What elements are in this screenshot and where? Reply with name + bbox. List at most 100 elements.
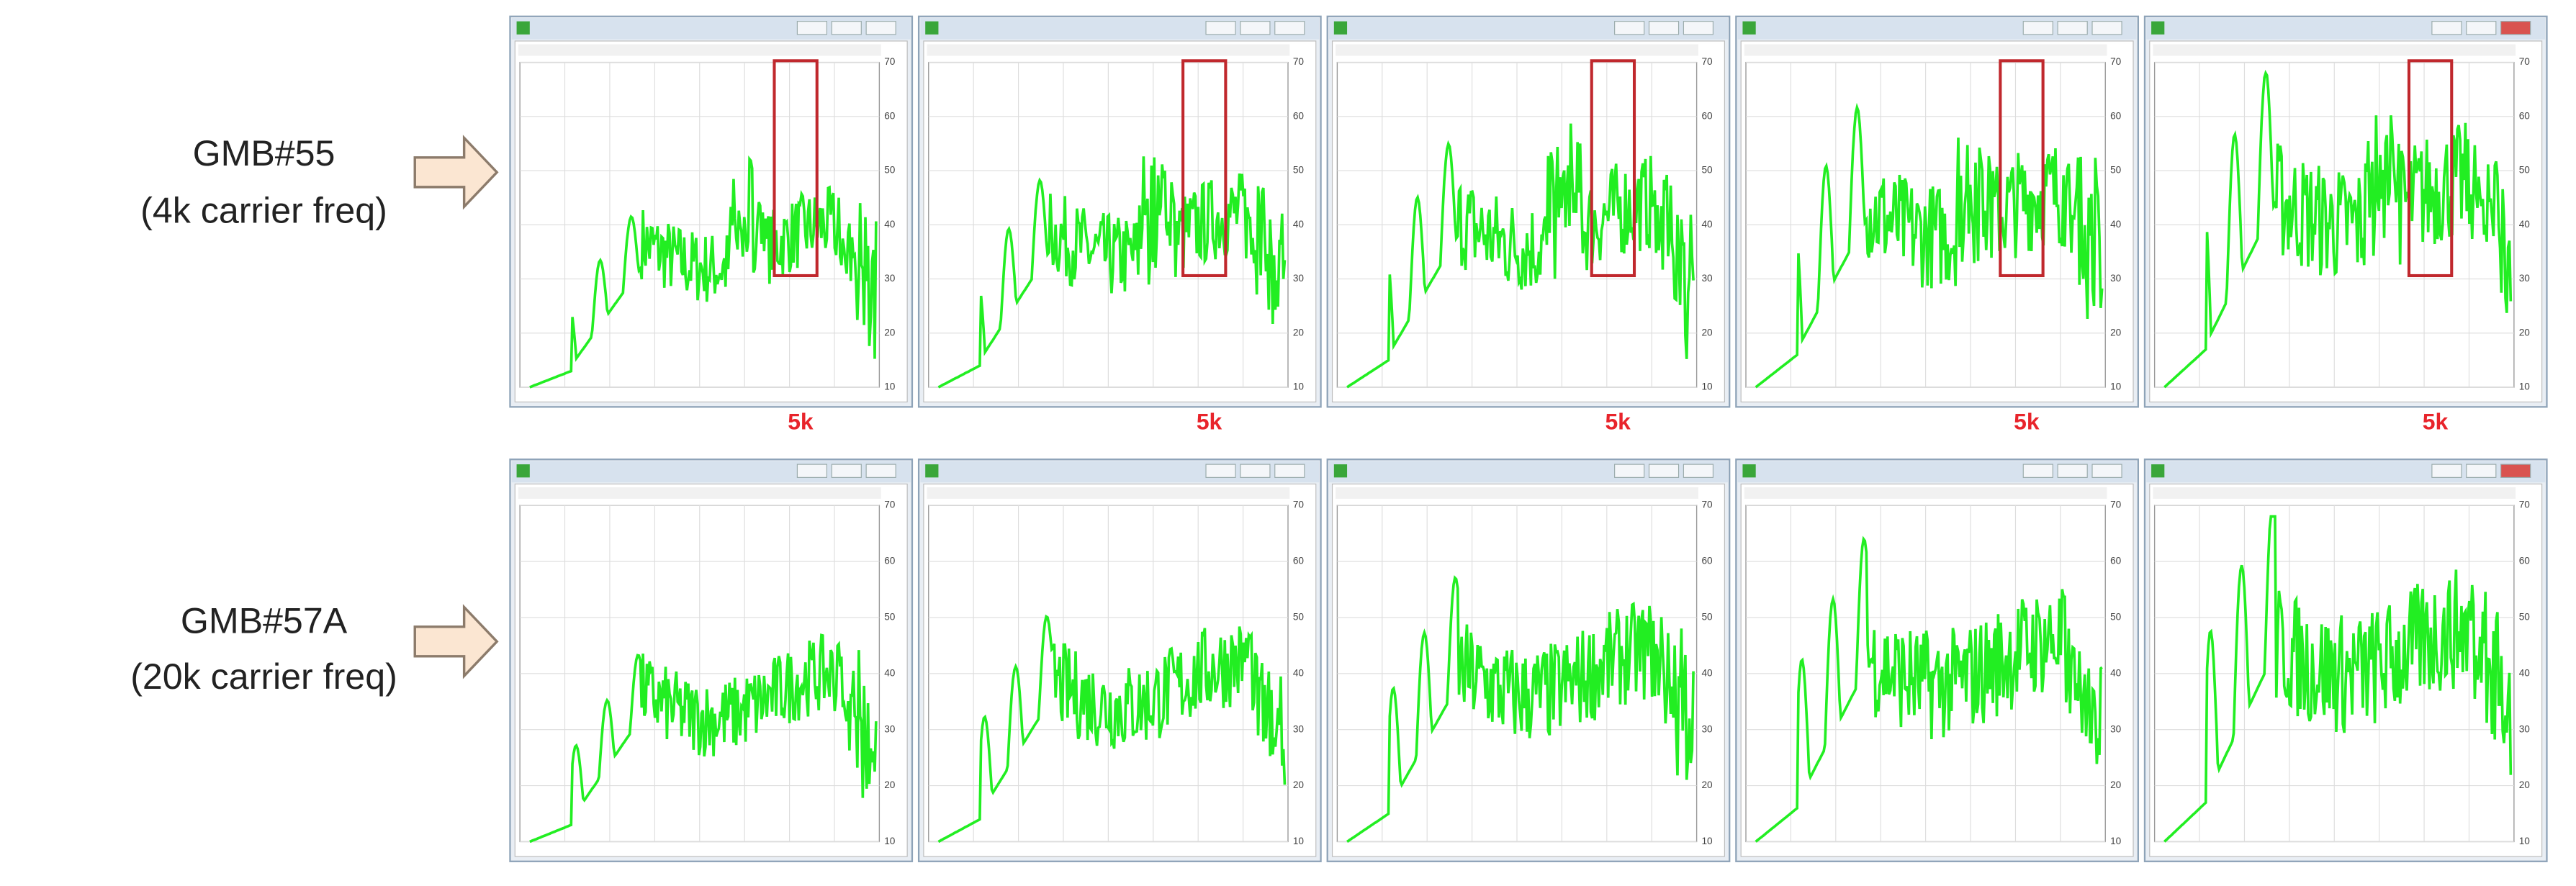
y-tick-label: 60 — [1293, 556, 1305, 566]
window-button — [1683, 21, 1713, 35]
y-tick-label: 20 — [2519, 779, 2531, 790]
toolbar-strip — [1744, 44, 2107, 56]
y-tick-label: 20 — [884, 327, 896, 338]
spectrum-curve — [1755, 535, 2103, 843]
y-tick-label: 60 — [1701, 556, 1713, 566]
y-tick-label: 10 — [2519, 836, 2531, 846]
window-button — [1205, 464, 1236, 478]
y-tick-label: 70 — [2110, 56, 2122, 67]
app-icon — [1333, 464, 1348, 478]
y-tick-label: 30 — [884, 723, 896, 734]
y-tick-label: 30 — [2519, 273, 2531, 284]
y-tick-label: 70 — [2519, 56, 2531, 67]
y-tick-label: 30 — [2110, 273, 2122, 284]
toolbar-strip — [1336, 44, 1698, 56]
window-button — [1240, 464, 1271, 478]
toolbar-strip — [927, 44, 1290, 56]
y-tick-label: 40 — [884, 219, 896, 230]
y-tick-label: 50 — [1701, 165, 1713, 176]
window-button — [2057, 21, 2088, 35]
window-button — [831, 464, 862, 478]
y-tick-label: 70 — [2110, 499, 2122, 510]
y-tick-label: 10 — [1293, 381, 1305, 392]
app-icon — [516, 21, 530, 35]
toolbar-strip — [518, 44, 881, 56]
y-tick-label: 70 — [1701, 56, 1713, 67]
y-tick-label: 20 — [1293, 327, 1305, 338]
window-button — [831, 21, 862, 35]
window-button — [2091, 464, 2122, 478]
y-tick-label: 50 — [884, 165, 896, 176]
window-button — [1240, 21, 1271, 35]
window-button — [1683, 464, 1713, 478]
y-tick-label: 30 — [1293, 273, 1305, 284]
y-tick-label: 60 — [884, 556, 896, 566]
highlight-box — [1999, 59, 2045, 278]
window-button — [2431, 21, 2462, 35]
y-tick-label: 20 — [2110, 327, 2122, 338]
window-button — [796, 21, 827, 35]
y-tick-label: 30 — [1293, 723, 1305, 734]
y-tick-label: 20 — [2519, 327, 2531, 338]
y-tick-label: 10 — [1293, 836, 1305, 846]
y-tick-label: 50 — [1293, 165, 1305, 176]
window-button — [2022, 464, 2053, 478]
window-button — [1614, 464, 1645, 478]
window: 70 60 50 40 30 20 10 — [1326, 458, 1731, 862]
marker-label: 5k — [2014, 409, 2040, 435]
y-tick-label: 40 — [1701, 667, 1713, 678]
y-tick-label: 50 — [884, 612, 896, 623]
y-tick-label: 30 — [1701, 723, 1713, 734]
y-tick-label: 40 — [2110, 219, 2122, 230]
y-tick-label: 30 — [2110, 723, 2122, 734]
highlight-box — [1181, 59, 1228, 278]
y-tick-label: 40 — [2519, 219, 2531, 230]
arrow — [413, 135, 499, 210]
y-tick-label: 60 — [1701, 110, 1713, 121]
window-button — [2500, 21, 2531, 35]
window-button — [2500, 464, 2531, 478]
y-tick-label: 60 — [2519, 110, 2531, 121]
toolbar-strip — [2153, 487, 2516, 499]
y-tick-label: 10 — [884, 381, 896, 392]
y-tick-label: 20 — [1701, 327, 1713, 338]
y-tick-label: 70 — [1293, 56, 1305, 67]
spectrum-curve — [937, 614, 1287, 844]
y-tick-label: 70 — [884, 56, 896, 67]
y-tick-label: 50 — [2110, 165, 2122, 176]
y-tick-label: 70 — [1293, 499, 1305, 510]
y-tick-label: 10 — [2110, 836, 2122, 846]
window-button — [1614, 21, 1645, 35]
y-tick-label: 10 — [2110, 381, 2122, 392]
y-tick-label: 70 — [1701, 499, 1713, 510]
window-button — [1648, 21, 1680, 35]
y-tick-label: 50 — [2519, 165, 2531, 176]
app-icon — [2151, 464, 2165, 478]
window: 70 60 50 40 30 20 10 — [509, 458, 914, 862]
window-button — [865, 464, 896, 478]
spectrum-curve — [1346, 575, 1695, 843]
window-button — [2057, 464, 2088, 478]
highlight-box — [773, 59, 819, 278]
y-tick-label: 70 — [884, 499, 896, 510]
y-tick-label: 20 — [1701, 779, 1713, 790]
window-button — [2431, 464, 2462, 478]
y-tick-label: 60 — [2110, 110, 2122, 121]
window: 70 60 50 40 30 20 10 — [1735, 15, 2139, 408]
app-icon — [2151, 21, 2165, 35]
y-tick-label: 60 — [2110, 556, 2122, 566]
row-name: GMB#55 — [193, 133, 335, 173]
app-icon — [516, 464, 530, 478]
toolbar-strip — [1744, 487, 2107, 499]
window-button — [865, 21, 896, 35]
y-tick-label: 50 — [2110, 612, 2122, 623]
window-button — [1274, 21, 1305, 35]
toolbar-strip — [927, 487, 1290, 499]
y-tick-label: 20 — [884, 779, 896, 790]
row-subtitle: (20k carrier freq) — [130, 656, 397, 697]
y-tick-label: 50 — [1701, 612, 1713, 623]
y-tick-label: 20 — [2110, 779, 2122, 790]
app-icon — [1742, 464, 1756, 478]
